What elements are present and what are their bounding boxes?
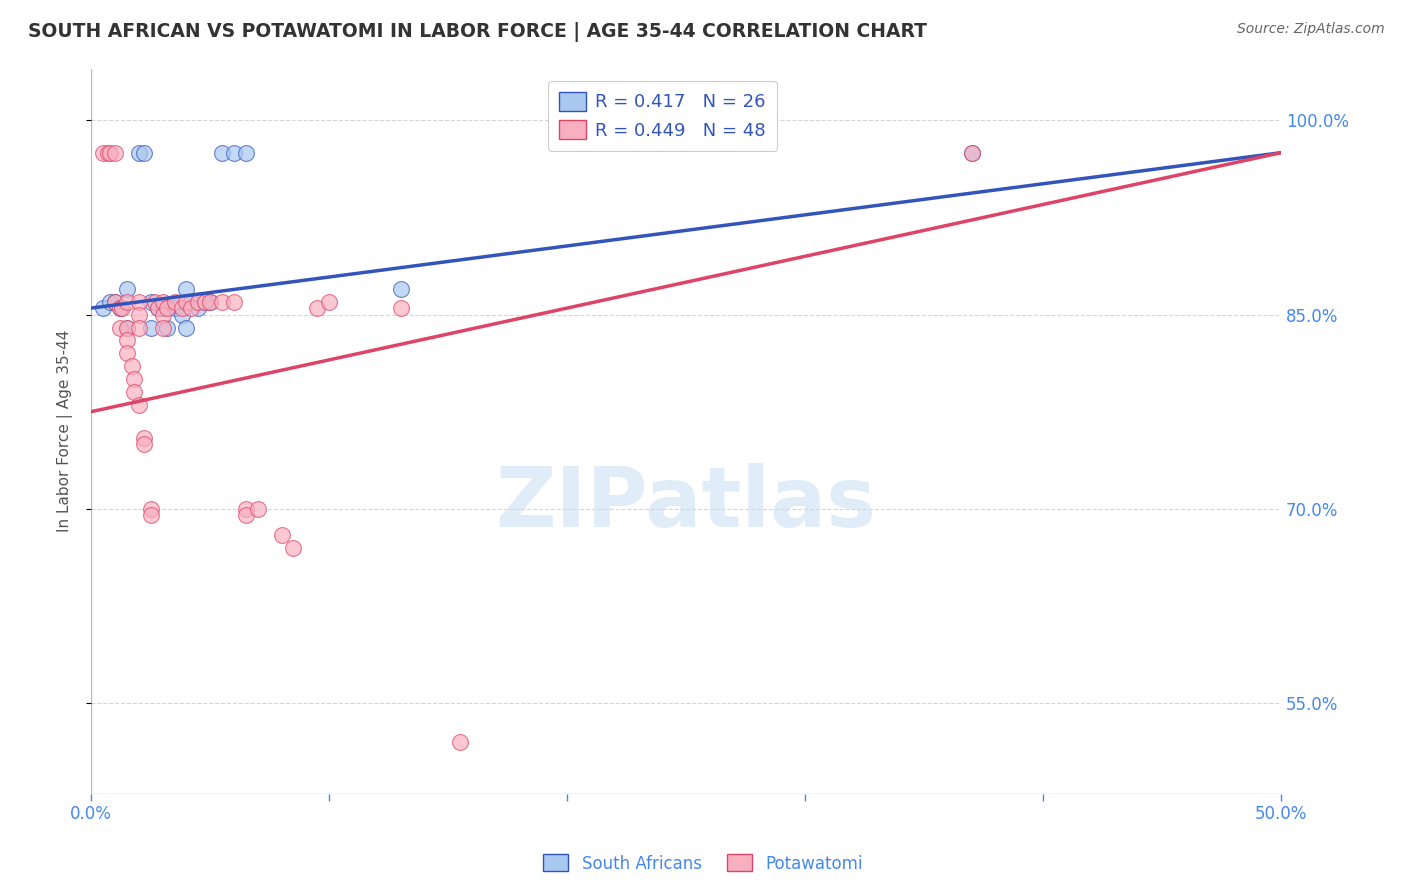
Point — [960, 145, 983, 160]
Text: Source: ZipAtlas.com: Source: ZipAtlas.com — [1237, 22, 1385, 37]
Point — [115, 282, 138, 296]
Point — [235, 145, 257, 160]
Point — [121, 359, 143, 374]
Point — [152, 301, 174, 315]
Point — [200, 294, 222, 309]
Text: ZIPatlas: ZIPatlas — [495, 463, 876, 544]
Legend: South Africans, Potawatomi: South Africans, Potawatomi — [537, 847, 869, 880]
Point — [145, 294, 167, 309]
Point — [163, 301, 186, 315]
Point — [146, 301, 169, 315]
Point — [235, 501, 257, 516]
Point — [139, 320, 162, 334]
Point — [194, 294, 217, 309]
Point — [139, 508, 162, 523]
Point — [128, 308, 150, 322]
Point — [176, 294, 198, 309]
Point — [170, 301, 193, 315]
Point — [194, 294, 217, 309]
Point — [104, 294, 127, 309]
Point — [115, 334, 138, 348]
Legend: R = 0.417   N = 26, R = 0.449   N = 48: R = 0.417 N = 26, R = 0.449 N = 48 — [548, 81, 776, 151]
Point — [200, 294, 222, 309]
Point — [97, 145, 120, 160]
Point — [98, 145, 121, 160]
Point — [115, 320, 138, 334]
Text: SOUTH AFRICAN VS POTAWATOMI IN LABOR FORCE | AGE 35-44 CORRELATION CHART: SOUTH AFRICAN VS POTAWATOMI IN LABOR FOR… — [28, 22, 927, 42]
Point — [122, 372, 145, 386]
Point — [91, 301, 114, 315]
Y-axis label: In Labor Force | Age 35-44: In Labor Force | Age 35-44 — [58, 330, 73, 533]
Point — [389, 301, 412, 315]
Point — [176, 282, 198, 296]
Point — [104, 294, 127, 309]
Point — [115, 294, 138, 309]
Point — [128, 320, 150, 334]
Point — [222, 294, 245, 309]
Point — [111, 301, 134, 315]
Point — [152, 294, 174, 309]
Point — [283, 541, 305, 555]
Point — [128, 398, 150, 412]
Point — [115, 346, 138, 360]
Point — [235, 508, 257, 523]
Point — [98, 294, 121, 309]
Point — [318, 294, 340, 309]
Point — [146, 301, 169, 315]
Point — [246, 501, 269, 516]
Point — [449, 735, 471, 749]
Point — [108, 301, 131, 315]
Point — [176, 320, 198, 334]
Point — [187, 294, 209, 309]
Point — [139, 501, 162, 516]
Point — [104, 145, 127, 160]
Point — [170, 308, 193, 322]
Point — [211, 294, 233, 309]
Point — [211, 145, 233, 160]
Point — [108, 320, 131, 334]
Point — [163, 294, 186, 309]
Point — [180, 301, 202, 315]
Point — [132, 145, 155, 160]
Point — [91, 145, 114, 160]
Point — [128, 294, 150, 309]
Point — [152, 320, 174, 334]
Point — [307, 301, 329, 315]
Point — [180, 294, 202, 309]
Point — [115, 320, 138, 334]
Point — [222, 145, 245, 160]
Point — [128, 145, 150, 160]
Point — [122, 385, 145, 400]
Point — [156, 301, 179, 315]
Point — [389, 282, 412, 296]
Point — [152, 308, 174, 322]
Point — [270, 527, 292, 541]
Point — [132, 437, 155, 451]
Point — [132, 431, 155, 445]
Point — [156, 320, 179, 334]
Point — [139, 294, 162, 309]
Point — [108, 301, 131, 315]
Point — [960, 145, 983, 160]
Point — [187, 301, 209, 315]
